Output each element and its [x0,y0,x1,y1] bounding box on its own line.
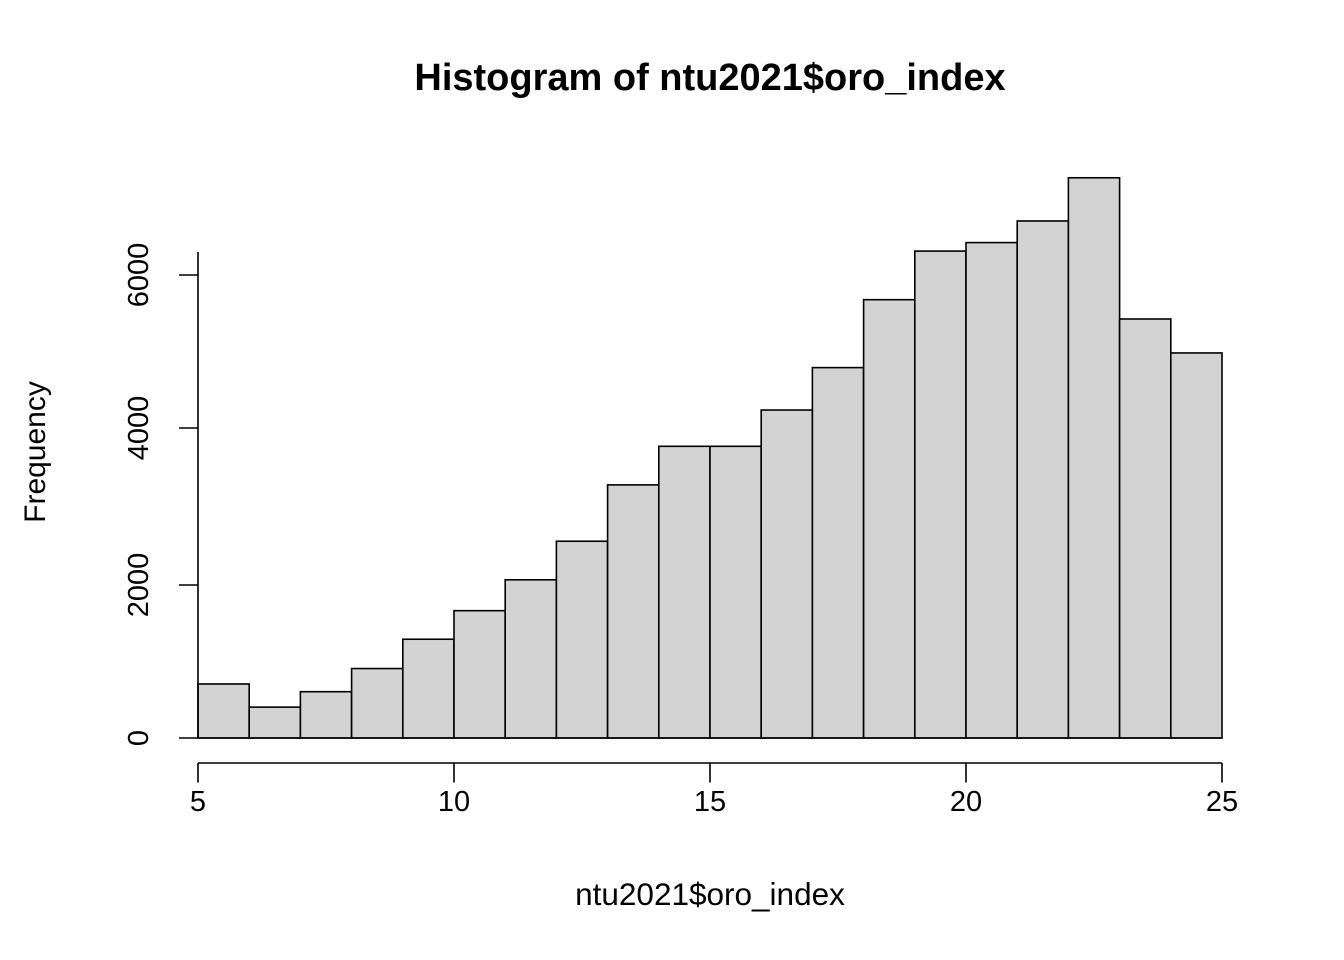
svg-text:6000: 6000 [123,243,155,308]
svg-text:25: 25 [1206,786,1238,818]
svg-text:4000: 4000 [123,396,155,461]
svg-text:15: 15 [694,786,726,818]
svg-text:2000: 2000 [123,553,155,618]
svg-text:Frequency: Frequency [19,381,52,523]
svg-text:0: 0 [123,730,155,746]
svg-text:ntu2021$oro_index: ntu2021$oro_index [575,876,845,912]
svg-text:20: 20 [950,786,982,818]
svg-text:5: 5 [190,786,206,818]
svg-text:10: 10 [438,786,470,818]
svg-text:Histogram of ntu2021$oro_index: Histogram of ntu2021$oro_index [414,57,1005,99]
